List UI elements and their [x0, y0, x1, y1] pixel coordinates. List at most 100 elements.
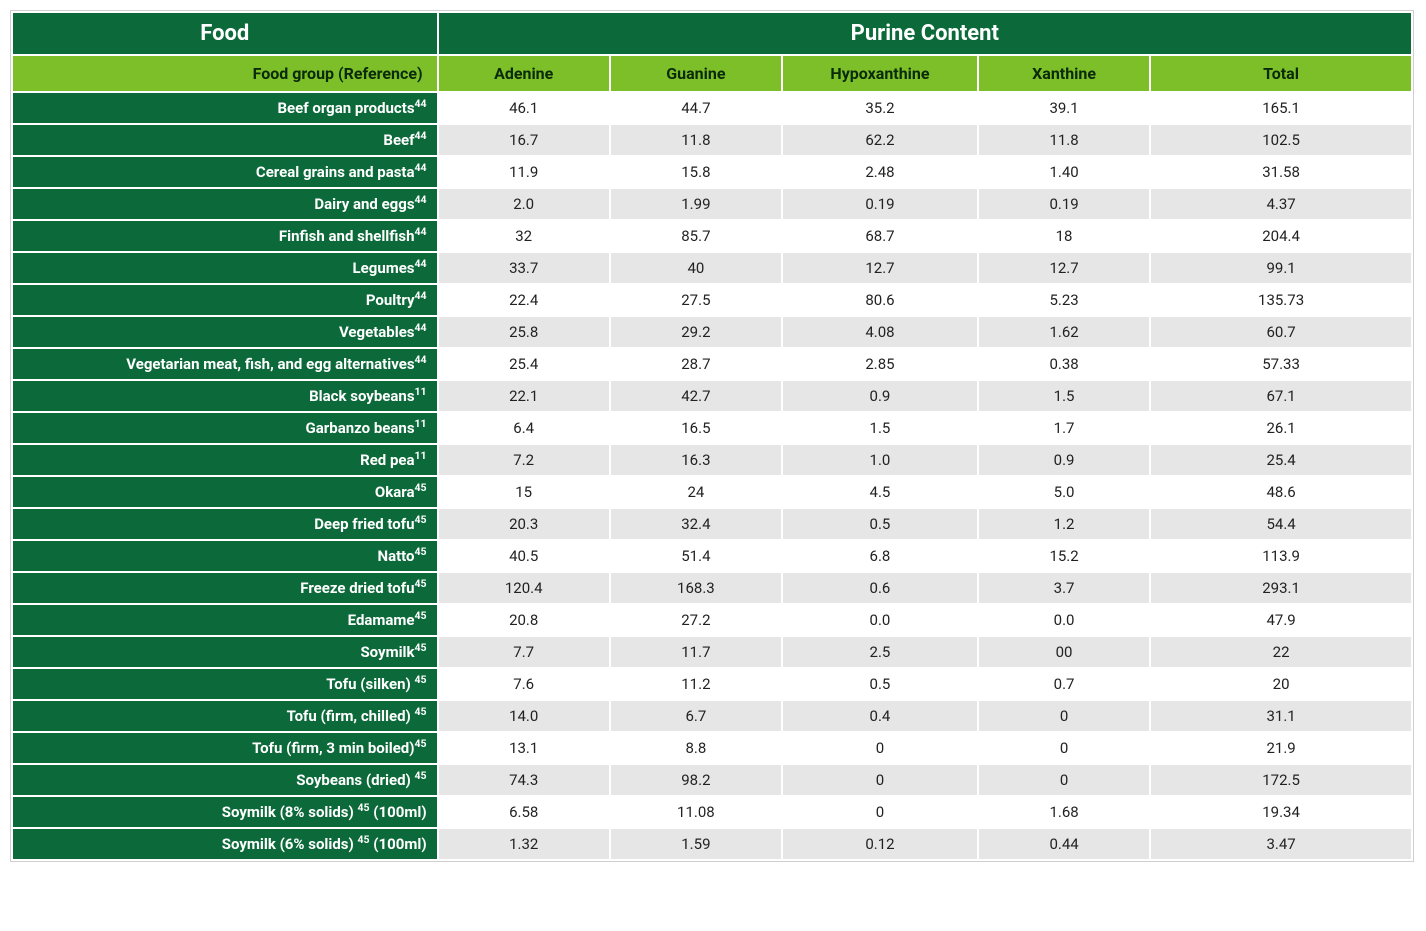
- cell-hypoxanthine: 6.8: [782, 540, 978, 572]
- cell-total: 113.9: [1150, 540, 1412, 572]
- cell-hypoxanthine: 0.0: [782, 604, 978, 636]
- cell-xanthine: 18: [978, 220, 1150, 252]
- reference-superscript: 45: [415, 769, 427, 782]
- reference-superscript: 45: [415, 577, 427, 590]
- subheader-xanthine: Xanthine: [978, 55, 1150, 92]
- cell-guanine: 44.7: [610, 92, 782, 124]
- cell-adenine: 32: [438, 220, 610, 252]
- cell-adenine: 46.1: [438, 92, 610, 124]
- row-label: Deep fried tofu45: [12, 508, 438, 540]
- cell-hypoxanthine: 62.2: [782, 124, 978, 156]
- cell-hypoxanthine: 0.5: [782, 508, 978, 540]
- cell-xanthine: 0: [978, 700, 1150, 732]
- row-label: Okara45: [12, 476, 438, 508]
- reference-superscript: 45: [358, 801, 370, 814]
- row-label: Tofu (firm, 3 min boiled)45: [12, 732, 438, 764]
- table-row: Natto4540.551.46.815.2113.9: [12, 540, 1412, 572]
- table-row: Deep fried tofu4520.332.40.51.254.4: [12, 508, 1412, 540]
- cell-total: 172.5: [1150, 764, 1412, 796]
- reference-superscript: 44: [415, 289, 427, 302]
- cell-xanthine: 0.19: [978, 188, 1150, 220]
- reference-superscript: 45: [415, 545, 427, 558]
- cell-hypoxanthine: 0: [782, 732, 978, 764]
- reference-superscript: 11: [415, 449, 427, 462]
- cell-guanine: 42.7: [610, 380, 782, 412]
- subheader-food-group: Food group (Reference): [12, 55, 438, 92]
- reference-superscript: 45: [358, 833, 370, 846]
- subheader-total: Total: [1150, 55, 1412, 92]
- subheader-guanine: Guanine: [610, 55, 782, 92]
- cell-guanine: 11.08: [610, 796, 782, 828]
- cell-total: 26.1: [1150, 412, 1412, 444]
- cell-total: 204.4: [1150, 220, 1412, 252]
- cell-xanthine: 1.2: [978, 508, 1150, 540]
- cell-guanine: 11.7: [610, 636, 782, 668]
- row-label: Natto45: [12, 540, 438, 572]
- cell-guanine: 11.8: [610, 124, 782, 156]
- cell-hypoxanthine: 4.5: [782, 476, 978, 508]
- cell-hypoxanthine: 0: [782, 796, 978, 828]
- cell-total: 60.7: [1150, 316, 1412, 348]
- cell-adenine: 15: [438, 476, 610, 508]
- cell-adenine: 14.0: [438, 700, 610, 732]
- cell-guanine: 85.7: [610, 220, 782, 252]
- row-label: Freeze dried tofu45: [12, 572, 438, 604]
- cell-adenine: 20.8: [438, 604, 610, 636]
- cell-adenine: 11.9: [438, 156, 610, 188]
- cell-guanine: 32.4: [610, 508, 782, 540]
- reference-superscript: 45: [415, 705, 427, 718]
- table-row: Tofu (silken) 457.611.20.50.720: [12, 668, 1412, 700]
- row-label: Vegetables44: [12, 316, 438, 348]
- cell-xanthine: 11.8: [978, 124, 1150, 156]
- cell-adenine: 120.4: [438, 572, 610, 604]
- cell-adenine: 7.6: [438, 668, 610, 700]
- table-row: Dairy and eggs442.01.990.190.194.37: [12, 188, 1412, 220]
- cell-hypoxanthine: 2.5: [782, 636, 978, 668]
- reference-superscript: 44: [415, 321, 427, 334]
- row-label: Tofu (firm, chilled) 45: [12, 700, 438, 732]
- row-label: Vegetarian meat, fish, and egg alternati…: [12, 348, 438, 380]
- cell-guanine: 1.59: [610, 828, 782, 860]
- cell-adenine: 6.58: [438, 796, 610, 828]
- cell-xanthine: 0: [978, 732, 1150, 764]
- row-label: Red pea11: [12, 444, 438, 476]
- table-row: Okara4515244.55.048.6: [12, 476, 1412, 508]
- cell-guanine: 40: [610, 252, 782, 284]
- cell-total: 31.58: [1150, 156, 1412, 188]
- cell-xanthine: 1.62: [978, 316, 1150, 348]
- cell-total: 19.34: [1150, 796, 1412, 828]
- cell-adenine: 20.3: [438, 508, 610, 540]
- cell-xanthine: 0.7: [978, 668, 1150, 700]
- row-label: Garbanzo beans11: [12, 412, 438, 444]
- cell-xanthine: 5.23: [978, 284, 1150, 316]
- reference-superscript: 44: [415, 225, 427, 238]
- cell-adenine: 33.7: [438, 252, 610, 284]
- cell-total: 99.1: [1150, 252, 1412, 284]
- table-row: Soymilk (8% solids) 45 (100ml)6.5811.080…: [12, 796, 1412, 828]
- cell-hypoxanthine: 2.48: [782, 156, 978, 188]
- table-body: Beef organ products4446.144.735.239.1165…: [12, 92, 1412, 860]
- cell-total: 293.1: [1150, 572, 1412, 604]
- table-row: Black soybeans1122.142.70.91.567.1: [12, 380, 1412, 412]
- cell-total: 54.4: [1150, 508, 1412, 540]
- row-label: Beef organ products44: [12, 92, 438, 124]
- cell-xanthine: 5.0: [978, 476, 1150, 508]
- reference-superscript: 45: [415, 737, 427, 750]
- cell-total: 67.1: [1150, 380, 1412, 412]
- cell-guanine: 24: [610, 476, 782, 508]
- cell-total: 165.1: [1150, 92, 1412, 124]
- reference-superscript: 45: [415, 609, 427, 622]
- cell-guanine: 51.4: [610, 540, 782, 572]
- table-row: Poultry4422.427.580.65.23135.73: [12, 284, 1412, 316]
- reference-superscript: 44: [415, 353, 427, 366]
- table-row: Beef organ products4446.144.735.239.1165…: [12, 92, 1412, 124]
- table-row: Beef4416.711.862.211.8102.5: [12, 124, 1412, 156]
- reference-superscript: 11: [415, 385, 427, 398]
- table-row: Tofu (firm, 3 min boiled)4513.18.80021.9: [12, 732, 1412, 764]
- cell-guanine: 29.2: [610, 316, 782, 348]
- cell-hypoxanthine: 0.5: [782, 668, 978, 700]
- row-label: Soymilk (6% solids) 45 (100ml): [12, 828, 438, 860]
- cell-guanine: 27.2: [610, 604, 782, 636]
- cell-adenine: 7.2: [438, 444, 610, 476]
- cell-total: 4.37: [1150, 188, 1412, 220]
